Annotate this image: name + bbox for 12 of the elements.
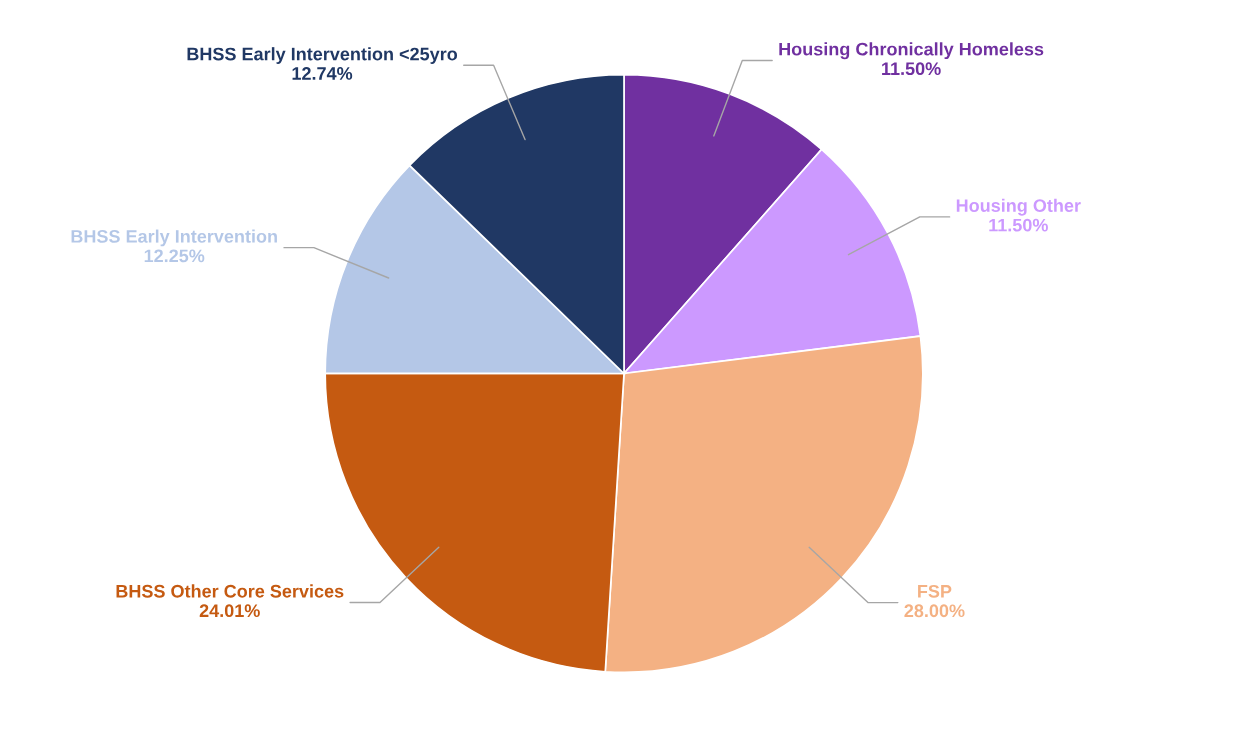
data-label: 28.00% [904,604,965,618]
data-label: 12.25% [144,249,205,263]
slice-label: Housing Other [956,198,1081,216]
data-label: 11.50% [989,218,1048,232]
slice-label: FSP [918,584,952,598]
slice-label: BHSS Early Intervention [71,229,277,247]
data-label: 24.01% [199,604,260,618]
slice-label: Housing Chronically Homeless [779,42,1044,60]
data-label: 12.74% [292,67,353,80]
slice-label: BHSS Early Intervention <25yro [187,47,458,64]
slice-label: BHSS Other Core Services [116,584,344,598]
data-label: 11.50% [882,62,941,76]
